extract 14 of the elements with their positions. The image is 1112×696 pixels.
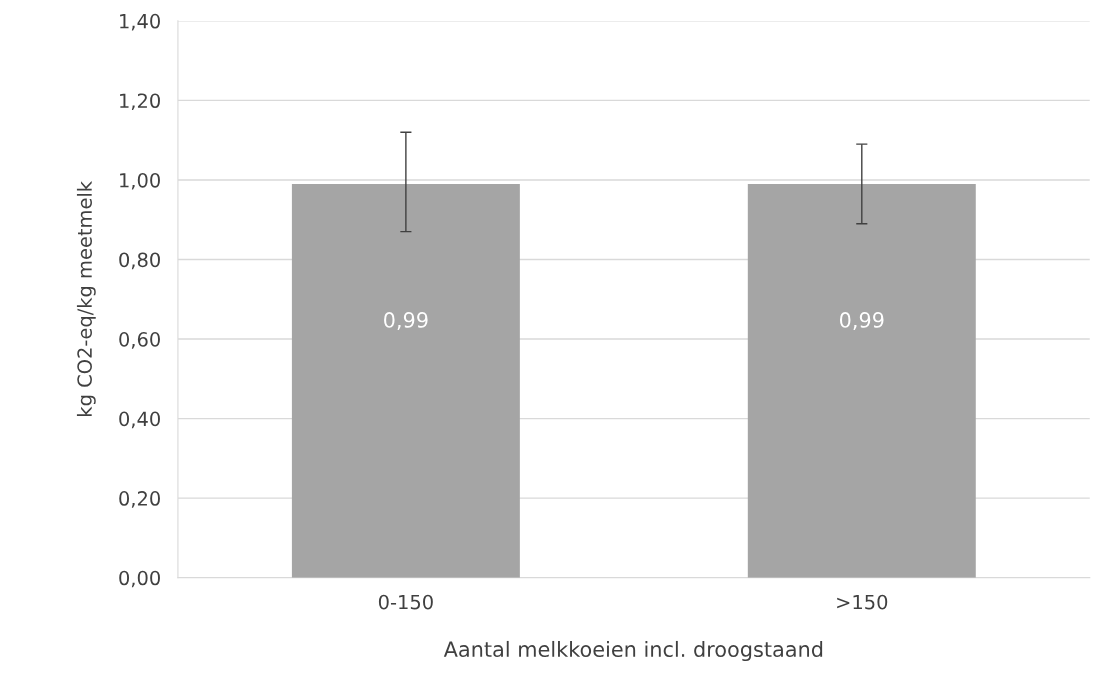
y-tick-label: 1,00 xyxy=(120,172,160,190)
data-label: 0,99 xyxy=(839,312,884,330)
y-axis-title: kg CO2-eq/kg meetmelk xyxy=(76,180,96,416)
data-label: 0,99 xyxy=(384,312,428,330)
y-tick-label: 1,40 xyxy=(120,13,160,31)
y-tick-label: 0,20 xyxy=(119,491,160,508)
x-tick-label: >150 xyxy=(837,594,888,610)
y-tick-label: 1,20 xyxy=(120,93,160,111)
y-tick-label: 0,80 xyxy=(119,252,160,270)
y-tick-label: 0,60 xyxy=(119,332,160,349)
y-tick-label: 0,40 xyxy=(119,411,160,429)
x-tick-label: 0-150 xyxy=(378,594,433,610)
x-axis-title: Aantal melkkoeien incl. droogstaand xyxy=(443,640,823,662)
y-tick-label: 0,00 xyxy=(119,570,160,588)
